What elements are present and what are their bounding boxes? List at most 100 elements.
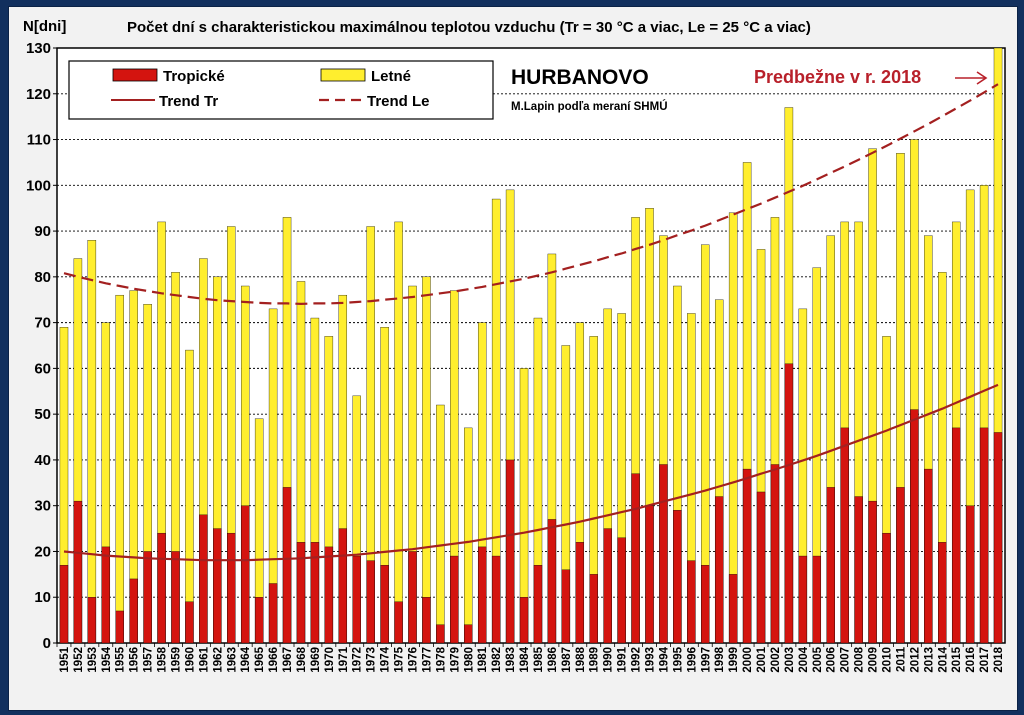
- bar-tropicke: [812, 555, 822, 644]
- bar-tropicke: [714, 496, 724, 644]
- x-tick-label: 2010: [882, 647, 894, 673]
- station-name: HURBANOVO: [511, 66, 649, 89]
- legend-label-trend-tr: Trend Tr: [159, 93, 218, 110]
- legend-swatch-tropicke: [112, 68, 158, 82]
- x-tick-label: 2014: [937, 646, 949, 672]
- trend-line-tropicke: [63, 383, 999, 562]
- y-tick-label: 120: [26, 86, 51, 103]
- x-tick-label: 1997: [700, 647, 712, 673]
- bar-tropicke: [171, 551, 180, 644]
- x-tick-label: 1980: [463, 647, 475, 673]
- x-tick-label: 1975: [394, 646, 406, 672]
- x-tick-label: 2006: [826, 647, 838, 673]
- y-tick-label: 70: [34, 315, 51, 332]
- bar-tropicke: [673, 510, 682, 644]
- preliminary-note: Predbežne v r. 2018: [754, 67, 921, 87]
- x-tick-label: 1962: [212, 647, 224, 673]
- x-tick-label: 1977: [421, 647, 433, 673]
- bar-letne: [464, 427, 473, 644]
- x-tick-label: 1952: [73, 647, 85, 673]
- bar-tropicke: [603, 528, 612, 644]
- bar-tropicke: [185, 601, 194, 644]
- bar-tropicke: [296, 542, 306, 644]
- x-tick-label: 1953: [87, 647, 99, 673]
- bar-letne: [436, 404, 445, 644]
- bar-tropicke: [910, 409, 919, 644]
- bar-letne: [422, 276, 431, 644]
- x-tick-label: 2007: [840, 647, 852, 673]
- x-tick-label: 2000: [742, 647, 754, 673]
- trend-line-letne: [63, 83, 999, 306]
- bar-tropicke: [199, 514, 208, 644]
- bar-tropicke: [129, 578, 138, 644]
- bar-tropicke: [477, 546, 487, 644]
- bar-tropicke: [882, 532, 891, 644]
- x-tick-label: 1998: [714, 646, 726, 672]
- bar-tropicke: [951, 427, 961, 644]
- bar-tropicke: [533, 565, 543, 644]
- chart-frame: Počet dní s charakteristickou maximálnou…: [8, 6, 1018, 711]
- bar-tropicke: [728, 574, 738, 644]
- x-tick-label: 1978: [435, 646, 447, 672]
- y-tick-label: 100: [26, 177, 51, 194]
- bar-tropicke: [756, 491, 766, 644]
- bar-tropicke: [687, 560, 696, 644]
- bar-letne: [87, 240, 97, 644]
- bar-tropicke: [436, 624, 445, 644]
- x-tick-label: 1972: [352, 647, 364, 673]
- x-tick-label: 1984: [519, 646, 531, 672]
- x-tick-label: 2004: [798, 646, 810, 672]
- bar-tropicke: [240, 505, 250, 644]
- bar-tropicke: [631, 473, 640, 644]
- bar-tropicke: [840, 427, 849, 644]
- x-tick-label: 1985: [533, 646, 545, 672]
- y-tick-label: 110: [27, 132, 51, 149]
- x-tick-label: 1960: [184, 647, 196, 673]
- bar-tropicke: [422, 597, 431, 644]
- x-tick-label: 1965: [254, 646, 266, 672]
- bar-tropicke: [924, 468, 933, 644]
- x-tick-label: 1955: [115, 646, 127, 672]
- bar-tropicke: [938, 542, 947, 644]
- x-tick-label: 1990: [603, 647, 615, 673]
- x-tick-label: 2016: [965, 647, 977, 673]
- bar-tropicke: [547, 519, 557, 644]
- author-credit: M.Lapin podľa meraní SHMÚ: [511, 100, 668, 113]
- bar-tropicke: [310, 542, 320, 644]
- tropicke-bars: [59, 363, 1003, 644]
- x-tick-label: 1958: [157, 646, 169, 672]
- bar-tropicke: [115, 610, 124, 644]
- bar-tropicke: [659, 464, 668, 644]
- bar-tropicke: [408, 551, 417, 644]
- bar-tropicke: [380, 565, 389, 644]
- chart-title: Počet dní s charakteristickou maximálnou…: [127, 19, 811, 36]
- bar-letne: [394, 221, 403, 644]
- x-tick-label: 2012: [909, 647, 921, 673]
- bar-tropicke: [896, 487, 905, 644]
- bar-tropicke: [227, 532, 236, 644]
- x-tick-label: 1995: [672, 646, 684, 672]
- x-tick-label: 2011: [895, 646, 907, 672]
- bar-tropicke: [854, 496, 863, 644]
- bar-tropicke: [965, 505, 975, 644]
- bar-tropicke: [561, 569, 571, 644]
- bar-tropicke: [282, 487, 292, 644]
- legend: Tropické Letné Trend Tr Trend Le: [68, 60, 494, 120]
- x-tick-label: 1987: [561, 647, 573, 673]
- bar-tropicke: [491, 555, 501, 644]
- bar-tropicke: [617, 537, 626, 644]
- x-tick-label: 2005: [812, 646, 824, 672]
- bar-tropicke: [157, 532, 166, 644]
- bar-tropicke: [589, 574, 598, 644]
- bar-tropicke: [784, 363, 794, 644]
- x-tick-label: 1957: [143, 647, 155, 673]
- bar-tropicke: [701, 565, 710, 644]
- bar-tropicke: [352, 555, 361, 644]
- x-tick-label: 1994: [658, 646, 670, 672]
- x-tick-label: 1992: [631, 647, 643, 673]
- x-tick-label: 1996: [686, 647, 698, 673]
- x-tick-label: 1999: [728, 647, 740, 673]
- x-tick-label: 1961: [198, 646, 210, 672]
- x-tick-label: 1981: [477, 646, 489, 672]
- trend-lines: [63, 83, 999, 562]
